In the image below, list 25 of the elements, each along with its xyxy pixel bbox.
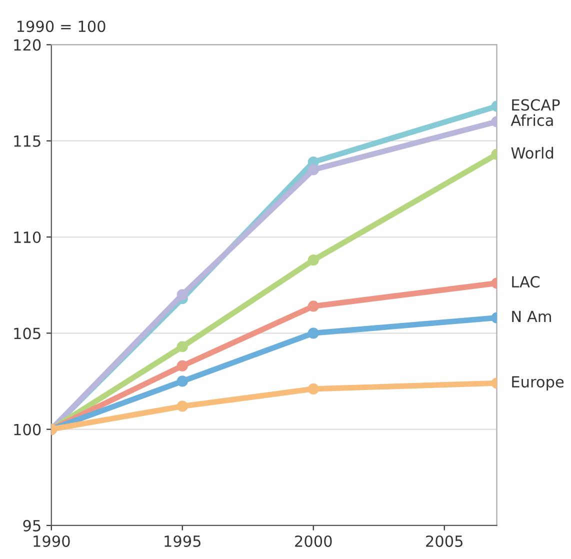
y-tick-label: 105 bbox=[14, 328, 40, 340]
y-tick-label: 120 bbox=[14, 39, 41, 51]
y-axis-title: 1990 = 100 bbox=[17, 20, 106, 32]
y-tick-label: 115 bbox=[14, 136, 40, 147]
y-tick-label: 100 bbox=[14, 424, 41, 436]
point bbox=[308, 254, 319, 266]
x-tick-label: 2000 bbox=[295, 535, 332, 548]
y-tick-label: 95 bbox=[23, 520, 40, 532]
series-label: LAC bbox=[512, 276, 540, 288]
x-tick-label: 1995 bbox=[164, 535, 200, 548]
point bbox=[176, 289, 188, 300]
point bbox=[308, 164, 319, 176]
point bbox=[308, 300, 319, 312]
point bbox=[176, 376, 188, 387]
y-tick-label: 110 bbox=[14, 231, 41, 244]
point bbox=[176, 360, 188, 372]
point bbox=[308, 328, 319, 339]
point bbox=[176, 341, 188, 352]
series-label: Europe bbox=[512, 376, 564, 391]
x-tick-label: 2005 bbox=[426, 535, 462, 548]
series-label: N Am bbox=[512, 310, 551, 322]
x-tick-label: 1990 bbox=[34, 535, 70, 548]
series-label: ESCAP bbox=[512, 99, 560, 111]
series-label: Africa bbox=[510, 114, 553, 126]
series-label: World bbox=[511, 146, 554, 159]
